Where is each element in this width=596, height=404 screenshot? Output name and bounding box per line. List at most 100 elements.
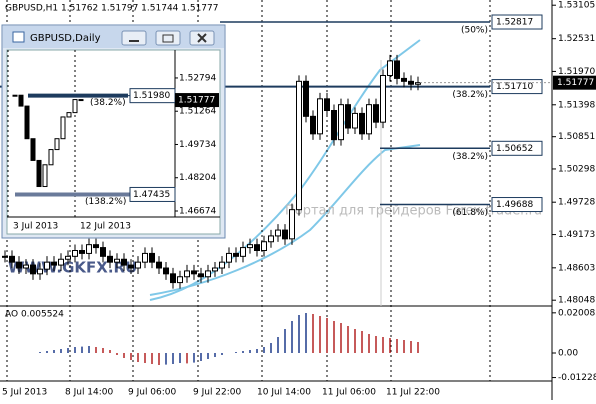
- inset-price-label: 1.48204: [179, 173, 216, 183]
- candle: [184, 270, 190, 278]
- candle: [9, 255, 15, 263]
- inset-candle: [66, 112, 72, 118]
- price-label: 1.50851: [558, 132, 595, 142]
- candle: [303, 80, 309, 117]
- candle: [247, 244, 253, 249]
- candle: [16, 261, 22, 269]
- maximize-button[interactable]: [155, 30, 181, 46]
- price-label: 1.52531: [558, 34, 595, 44]
- inset-time-label: 3 Jul 2013: [13, 222, 58, 232]
- fib-label: 1.49688: [496, 200, 533, 210]
- time-label: 9 Jul 06:00: [128, 388, 177, 398]
- inset-time-label: 12 Jul 2013: [80, 222, 131, 232]
- price-label: 1.49173: [558, 230, 595, 240]
- time-label: 11 Jul 22:00: [386, 388, 440, 398]
- candle: [261, 241, 267, 251]
- inset-price-label: 1.49734: [179, 140, 216, 150]
- candle: [65, 255, 71, 260]
- ao-tick-label: 0.00: [558, 349, 578, 359]
- fib-label-box: [491, 197, 543, 213]
- fib-percent: (38.2%): [452, 152, 488, 162]
- candle: [289, 209, 295, 240]
- inset-candle: [72, 99, 78, 114]
- candle: [282, 229, 288, 240]
- candle: [2, 255, 8, 258]
- candle: [23, 264, 29, 269]
- fib-label: 1.51710: [496, 82, 533, 92]
- time-label: 9 Jul 22:00: [193, 388, 242, 398]
- inset-candle: [54, 138, 60, 151]
- fib-label: 1.52817: [496, 18, 533, 28]
- candle: [296, 80, 302, 211]
- maximize-icon: [162, 34, 174, 43]
- candle: [387, 60, 393, 77]
- inset-price-label: 1.52794: [179, 73, 216, 83]
- candle: [121, 258, 127, 266]
- time-label: 11 Jul 06:00: [322, 388, 376, 398]
- candle: [275, 229, 281, 237]
- candle: [268, 235, 274, 243]
- candle: [408, 80, 414, 85]
- candle: [128, 264, 134, 269]
- watermark-2: Портал для трейдеров Forex-trader.ru: [285, 204, 542, 219]
- chart-header: GBPUSD,H1 1.51762 1.51797 1.51744 1.5177…: [5, 4, 218, 14]
- candle: [366, 104, 372, 135]
- candle: [114, 258, 120, 263]
- candle: [135, 261, 141, 269]
- price-label: 1.48048: [558, 296, 595, 306]
- candle: [394, 60, 400, 79]
- price-label: 1.51970: [558, 67, 595, 77]
- window-icon: [12, 31, 25, 43]
- ao-header: AO 0.005524: [5, 310, 64, 320]
- candle: [254, 244, 260, 252]
- candle: [163, 267, 169, 275]
- inset-level-label: 1.51980: [133, 91, 170, 101]
- inset-candle: [12, 94, 18, 97]
- price-label: 1.48603: [558, 263, 595, 273]
- price-label: 1.49728: [558, 198, 595, 208]
- ao-tick-label: 0.020085: [558, 308, 596, 318]
- window-title: GBPUSD,Daily: [30, 33, 101, 44]
- fib-percent: (50%): [461, 26, 488, 36]
- candle: [100, 247, 106, 257]
- candle: [380, 75, 386, 123]
- candle: [86, 244, 92, 254]
- inset-candle: [18, 94, 24, 107]
- candle: [93, 244, 99, 249]
- candle: [142, 252, 148, 263]
- price-label: 1.50298: [558, 164, 595, 174]
- candle: [226, 252, 232, 263]
- candle: [44, 261, 50, 270]
- candle: [373, 104, 379, 123]
- candle: [212, 267, 218, 272]
- candle: [149, 252, 155, 263]
- candle: [345, 104, 351, 129]
- candle: [107, 255, 113, 263]
- candle: [401, 77, 407, 82]
- candle: [37, 268, 43, 275]
- time-label: 10 Jul 14:00: [257, 388, 311, 398]
- candle: [170, 273, 176, 284]
- fib-percent: (38.2%): [452, 90, 488, 100]
- candle: [51, 261, 57, 266]
- fib-label-box: [491, 14, 543, 30]
- inset-level-label: 1.47435: [133, 190, 170, 200]
- current-price: 1.51777: [557, 78, 594, 88]
- candle: [352, 112, 358, 129]
- price-label: 1.53105: [558, 1, 595, 11]
- fib-label-box: [491, 140, 543, 156]
- inset-price-label: 1.46674: [179, 207, 216, 217]
- candle: [30, 264, 36, 275]
- candle: [310, 115, 316, 135]
- candle: [317, 98, 323, 135]
- inset-candle: [42, 164, 48, 188]
- candle: [359, 112, 365, 135]
- inset-candle: [48, 149, 54, 166]
- minimize-button[interactable]: [121, 30, 147, 46]
- inset-candle: [36, 159, 42, 188]
- candle: [324, 98, 330, 112]
- candle: [156, 261, 162, 269]
- candle: [191, 270, 197, 275]
